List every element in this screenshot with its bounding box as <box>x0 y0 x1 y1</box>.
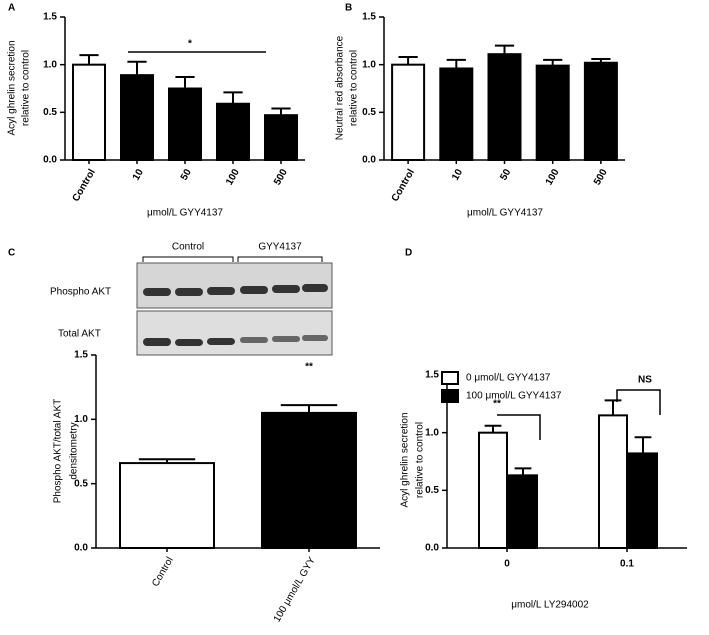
y-tick-label: 1.0 <box>362 59 376 70</box>
blot-phospho <box>136 262 333 309</box>
y-tick-label: 0.0 <box>362 155 376 166</box>
x-tick-label: 500 <box>592 167 610 187</box>
y-axis-label: relative to control <box>21 50 32 126</box>
bar <box>508 474 538 549</box>
y-axis-label: relative to control <box>349 50 360 126</box>
x-tick-label: 100 μmol/L GYY <box>272 555 318 624</box>
blot-bands <box>143 284 328 346</box>
y-tick-label: 1.5 <box>362 12 376 23</box>
x-axis-label: μmol/L GYY4137 <box>467 208 543 219</box>
bar <box>168 87 202 161</box>
significance-line <box>497 414 541 440</box>
western-blot: Control GYY4137 Phospho AKT Total AKT <box>50 242 333 356</box>
x-tick-label: 10 <box>450 167 465 183</box>
blot-group-label: GYY4137 <box>258 242 302 253</box>
bar <box>478 431 508 549</box>
bar <box>119 462 215 549</box>
bar <box>583 61 618 161</box>
x-axis-label: μmol/L LY294002 <box>511 600 589 611</box>
bar <box>261 411 357 549</box>
panel-letter: C <box>8 248 15 259</box>
bar <box>120 74 154 161</box>
bar <box>628 452 658 549</box>
blot-row-label: Total AKT <box>58 329 101 340</box>
y-tick-label: 1.5 <box>74 350 88 361</box>
y-tick-label: 0.5 <box>425 485 439 496</box>
significance-label: ** <box>493 399 501 410</box>
bar <box>439 67 474 161</box>
panel-letter: D <box>405 248 412 259</box>
blot-group-label: Control <box>172 242 204 253</box>
legend-label: 100 μmol/L GYY4137 <box>466 391 562 402</box>
x-axis-label: μmol/L GYY4137 <box>147 208 223 219</box>
y-tick-label: 1.0 <box>74 414 88 425</box>
blot-row-label: Phospho AKT <box>50 287 111 298</box>
y-axis-label: Phospho AKT/total AKT <box>53 399 64 504</box>
x-tick-label: 10 <box>131 167 146 183</box>
bar <box>264 114 298 162</box>
bar <box>598 414 628 549</box>
significance-line <box>616 389 661 415</box>
significance-label: NS <box>638 375 652 386</box>
x-tick-label: Control <box>71 167 98 203</box>
y-axis-label: relative to control <box>415 422 426 498</box>
y-axis-label: Neutral red absorbance <box>335 35 346 140</box>
bar <box>535 64 570 161</box>
legend-label: 0 μmol/L GYY4137 <box>466 373 551 384</box>
bar <box>487 53 522 161</box>
x-tick-label: 0.1 <box>620 559 634 570</box>
y-tick-label: 1.5 <box>43 12 57 23</box>
legend-swatch <box>441 371 459 385</box>
x-tick-label: Control <box>150 555 176 588</box>
x-tick-label: Control <box>390 167 417 203</box>
y-tick-label: 0.5 <box>43 107 57 118</box>
blot-group-bracket <box>142 256 323 262</box>
y-tick-label: 0.5 <box>74 478 88 489</box>
bar <box>216 102 250 161</box>
x-tick-label: 0 <box>504 559 510 570</box>
x-tick-label: 50 <box>498 167 513 183</box>
y-tick-label: 1.0 <box>43 59 57 70</box>
significance-label: ** <box>305 362 313 373</box>
x-tick-label: 100 <box>224 167 242 187</box>
legend-swatch <box>441 389 459 403</box>
x-tick-label: 500 <box>272 167 290 187</box>
bar <box>72 63 106 161</box>
panel-letter: B <box>345 3 352 14</box>
y-tick-label: 0.0 <box>43 155 57 166</box>
panel-letter: A <box>8 3 15 14</box>
blot-total <box>136 310 333 356</box>
y-tick-label: 0.0 <box>74 543 88 554</box>
y-tick-label: 1.5 <box>425 370 439 381</box>
x-tick-label: 50 <box>179 167 194 183</box>
y-tick-label: 1.0 <box>425 427 439 438</box>
x-tick-label: 100 <box>544 167 562 187</box>
significance-label: * <box>188 39 192 50</box>
y-axis-label: Acyl ghrelin secretion <box>400 412 411 507</box>
y-axis-label: Acyl ghrelin secretion <box>7 40 18 135</box>
bar <box>391 63 426 161</box>
y-axis-label: densitometry <box>69 422 80 479</box>
y-tick-label: 0.0 <box>425 543 439 554</box>
y-tick-label: 0.5 <box>362 107 376 118</box>
